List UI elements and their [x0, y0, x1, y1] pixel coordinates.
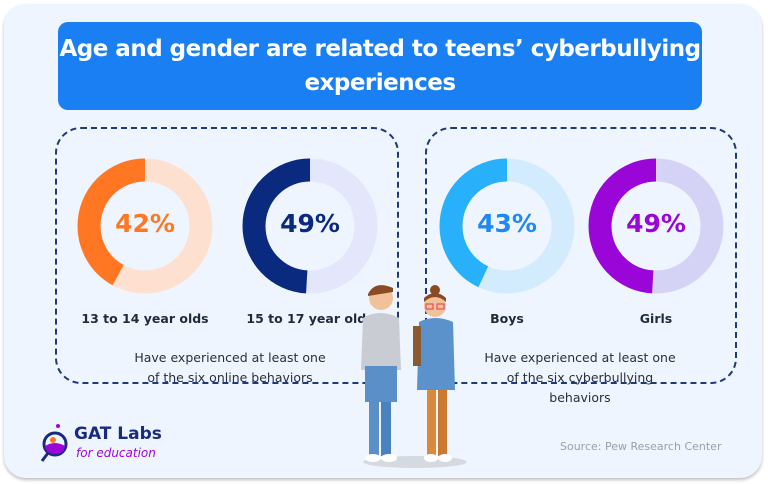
donut-value-arc	[439, 158, 575, 294]
gender-group-box	[425, 127, 737, 384]
logo-name: GAT Labs	[74, 424, 162, 444]
page-title: Age and gender are related to teens’ cyb…	[58, 22, 702, 110]
donut-chart	[588, 158, 724, 294]
source-note: Source: Pew Research Center	[560, 440, 722, 453]
donut-category-label: 15 to 17 year olds	[246, 311, 374, 326]
donut-value-arc	[77, 158, 213, 294]
donut-value-label: 49%	[626, 209, 686, 238]
logo-tagline: for education	[76, 446, 156, 460]
donut-value-label: 43%	[477, 209, 537, 238]
age-group-box	[55, 127, 399, 384]
donut-value-arc	[242, 158, 378, 294]
age-note: Have experienced at least one of the six…	[134, 350, 326, 385]
flask-icon	[40, 424, 68, 462]
donut-value-label: 49%	[280, 209, 340, 238]
gat-labs-logo: GAT Labs for education	[40, 420, 170, 464]
donut-chart	[439, 158, 575, 294]
donut-category-label: 13 to 14 year olds	[81, 311, 209, 326]
donut-chart	[77, 158, 213, 294]
donut-value-arc	[588, 158, 724, 294]
donut-category-label: Boys	[490, 311, 524, 326]
gender-note: Have experienced at least one of the six…	[484, 350, 676, 405]
teens-illustration	[361, 285, 467, 468]
donut-category-label: Girls	[639, 311, 673, 326]
donut-value-label: 42%	[115, 209, 175, 238]
donut-chart	[242, 158, 378, 294]
